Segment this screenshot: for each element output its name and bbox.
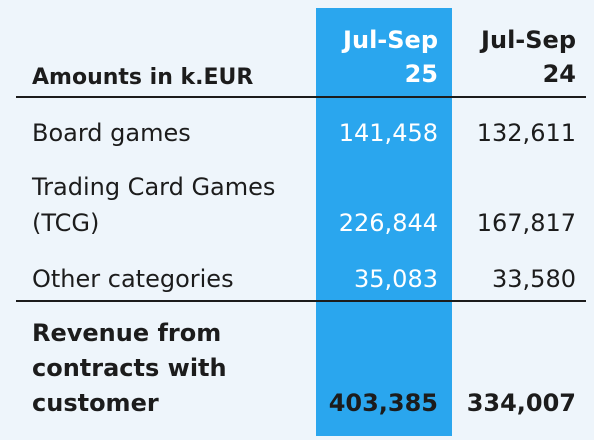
row-label-other-categories: Other categories [32,265,234,293]
row-value-other-2025: 35,083 [354,265,438,293]
row-label-board-games: Board games [32,119,191,147]
row-value-tcg-2024: 167,817 [476,209,576,237]
header-rule [16,96,586,98]
current-period-highlight [316,8,452,436]
header-amounts-label: Amounts in k.EUR [32,65,254,90]
header-col1-line2: 25 [404,60,438,88]
header-col2-line2: 24 [542,60,576,88]
total-label-line1: Revenue from [32,319,222,347]
row-value-board-games-2024: 132,611 [476,119,576,147]
row-value-board-games-2025: 141,458 [338,119,438,147]
total-label-line3: customer [32,389,159,417]
row-label-tcg-line1: Trading Card Games [32,173,276,201]
total-label-line2: contracts with [32,354,227,382]
row-value-tcg-2025: 226,844 [338,209,438,237]
total-value-2025: 403,385 [328,389,438,417]
row-value-other-2024: 33,580 [492,265,576,293]
total-rule [16,300,586,302]
total-value-2024: 334,007 [466,389,576,417]
row-label-tcg-line2: (TCG) [32,209,100,237]
header-col1-line1: Jul-Sep [343,26,438,54]
header-col2-line1: Jul-Sep [481,26,576,54]
